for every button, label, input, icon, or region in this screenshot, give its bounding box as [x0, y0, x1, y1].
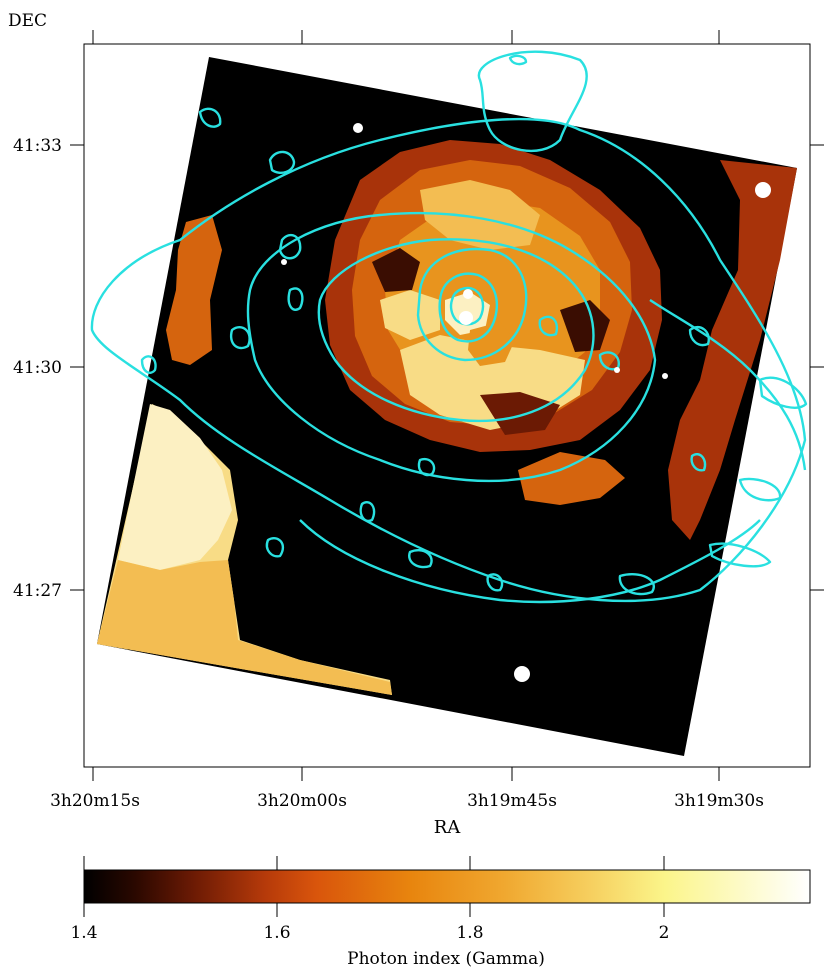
point-source	[459, 311, 473, 325]
colorbar-tick-label: 1.8	[456, 923, 483, 943]
x-tick-label: 3h20m15s	[50, 791, 140, 811]
contour-blob-6	[359, 501, 376, 523]
contours	[90, 50, 808, 604]
contour-blob-9	[708, 542, 772, 568]
x-tick-label: 3h20m00s	[257, 791, 347, 811]
dark-core-lower	[480, 392, 560, 435]
contour-outer	[90, 117, 807, 603]
colorbar-tick-label: 1.4	[70, 923, 97, 943]
gold-region-left	[97, 560, 392, 695]
point-source	[614, 367, 620, 373]
point-source	[755, 182, 771, 198]
contour-blob-2	[278, 233, 302, 260]
y-tick-label: 41:27	[13, 581, 62, 601]
point-source	[514, 666, 530, 682]
contour-south-arc	[299, 519, 761, 604]
colorbar-gradient	[83, 869, 811, 904]
contour-blob-1	[268, 150, 296, 174]
amber-centre-blob	[468, 322, 515, 366]
dark-core-left	[372, 248, 420, 292]
contour-ring-2	[317, 238, 595, 423]
contour-ring-4	[438, 272, 499, 343]
cream-region-left	[118, 404, 232, 570]
contour-blob-15	[486, 573, 504, 592]
colorbar-tick-label: 1.6	[263, 923, 290, 943]
x-tick-label: 3h19m30s	[674, 791, 764, 811]
colorbar: 1.4 1.6 1.8 2 Photon index (Gamma)	[70, 856, 811, 969]
plot-frame	[83, 43, 811, 768]
contour-blob-16	[408, 549, 433, 569]
contour-blob-7	[417, 457, 436, 477]
contour-east-arc	[649, 299, 807, 471]
contour-blob-19	[688, 325, 710, 347]
contour-ring-5	[449, 286, 485, 326]
image-panel	[90, 50, 808, 756]
x-axis-label: RA	[434, 817, 462, 838]
contour-ring-3	[416, 247, 528, 362]
contour-blob-5	[140, 355, 157, 374]
contour-blob-12	[690, 453, 707, 472]
point-source	[463, 289, 473, 299]
contour-blob-3	[287, 287, 304, 311]
contour-ring-1	[246, 211, 657, 483]
colorbar-label: Photon index (Gamma)	[347, 949, 545, 969]
contour-blob-17	[538, 315, 559, 337]
contour-north-lobe	[477, 50, 588, 153]
pale-core-left	[380, 290, 440, 340]
contour-blob-14	[265, 537, 285, 558]
point-source	[353, 123, 363, 133]
contour-blob-11	[758, 376, 808, 409]
point-sources	[281, 123, 771, 682]
contour-blob-20	[508, 54, 528, 66]
point-source	[662, 373, 668, 379]
colorbar-tick-label: 2	[659, 923, 670, 943]
y-tick-label: 41:30	[13, 358, 62, 378]
contour-blob-8	[618, 573, 655, 596]
orange-blob-lower	[518, 452, 625, 505]
gold-core	[420, 180, 540, 250]
axis-ticks	[70, 30, 824, 781]
contour-blob-10	[738, 477, 782, 502]
rust-region-right	[668, 160, 797, 540]
y-axis-label: DEC	[8, 11, 47, 31]
orange-region-left	[166, 215, 222, 365]
y-tick-label: 41:33	[13, 136, 62, 156]
contour-blob-4	[198, 107, 222, 128]
point-source	[281, 259, 287, 265]
contour-blob-13	[229, 325, 251, 350]
x-tick-label: 3h19m45s	[467, 791, 557, 811]
dark-core-right	[560, 300, 610, 352]
